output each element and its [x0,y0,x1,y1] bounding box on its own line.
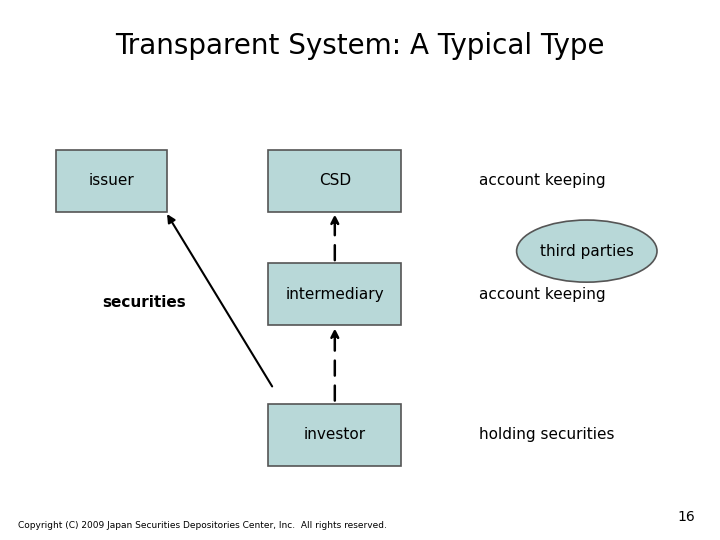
Text: Transparent System: A Typical Type: Transparent System: A Typical Type [115,32,605,60]
Text: intermediary: intermediary [286,287,384,302]
Text: Copyright (C) 2009 Japan Securities Depositories Center, Inc.  All rights reserv: Copyright (C) 2009 Japan Securities Depo… [18,521,387,530]
Ellipse shape [516,220,657,282]
Text: investor: investor [304,427,366,442]
FancyBboxPatch shape [269,263,402,325]
FancyBboxPatch shape [269,150,402,212]
FancyBboxPatch shape [269,404,402,465]
Text: third parties: third parties [540,244,634,259]
Text: securities: securities [102,295,186,310]
Text: CSD: CSD [319,173,351,188]
Text: account keeping: account keeping [479,173,606,188]
Text: issuer: issuer [89,173,135,188]
Text: account keeping: account keeping [479,287,606,302]
FancyBboxPatch shape [56,150,167,212]
Text: holding securities: holding securities [479,427,614,442]
Text: 16: 16 [677,510,695,524]
